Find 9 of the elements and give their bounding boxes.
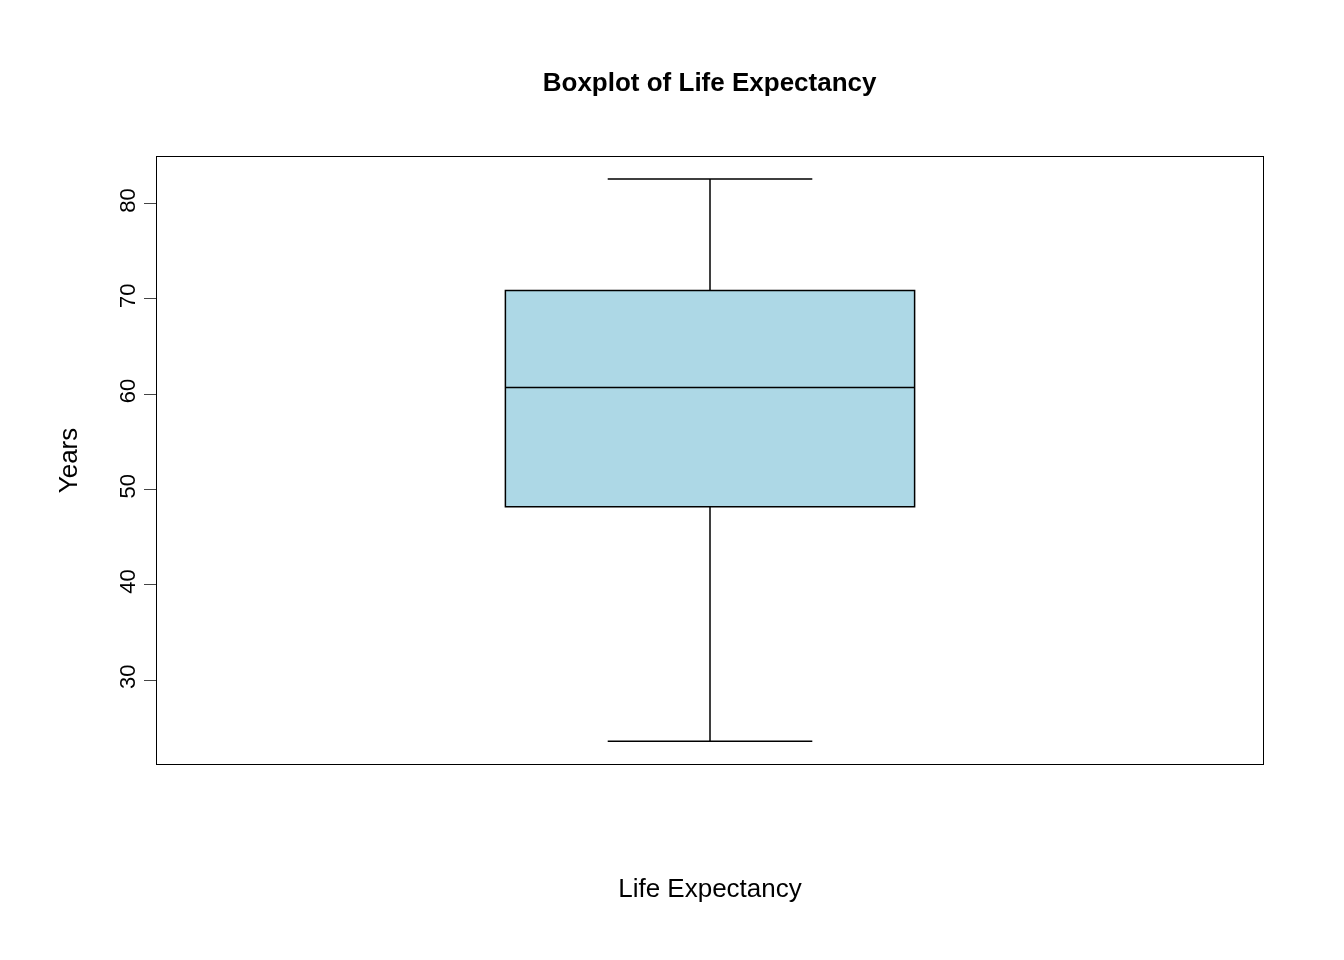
y-tick-label: 60 xyxy=(115,378,141,404)
y-tick-label: 30 xyxy=(115,664,141,690)
y-tick-label: 50 xyxy=(115,474,141,499)
x-axis-title: Life Expectancy xyxy=(618,873,802,904)
y-axis-title: Years xyxy=(52,427,83,494)
y-tick-label: 70 xyxy=(115,283,141,308)
chart-title: Boxplot of Life Expectancy xyxy=(542,66,878,97)
y-tick-label: 80 xyxy=(115,188,141,213)
y-tick-label: 40 xyxy=(115,569,141,594)
